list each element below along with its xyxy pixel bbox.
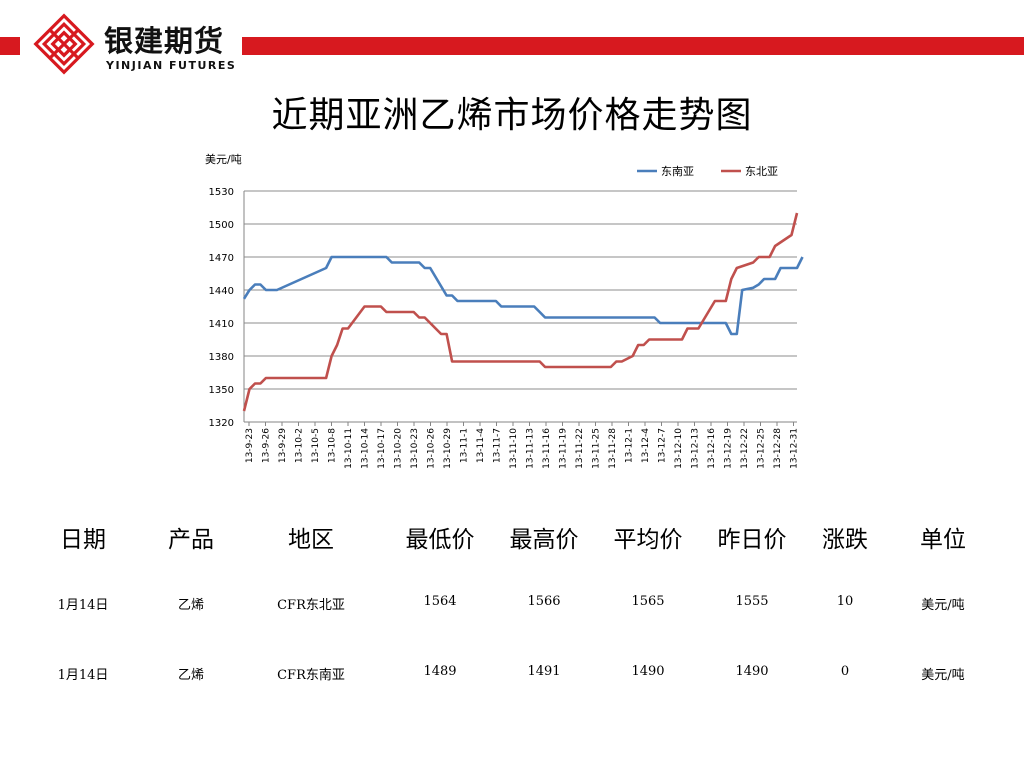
x-tick-label: 13-10-17 (377, 428, 387, 469)
y-tick-label: 1530 (209, 187, 234, 198)
table-cell: 1489 (423, 664, 457, 679)
y-tick-label: 1320 (209, 418, 234, 429)
x-tick-label: 13-11-25 (592, 428, 602, 469)
x-tick-label: 13-11-19 (559, 428, 569, 469)
x-tick-label: 13-9-23 (245, 428, 255, 463)
x-tick-label: 13-12-28 (773, 428, 783, 469)
header-red-band-left (0, 37, 20, 55)
table-cell: 1490 (735, 664, 769, 679)
y-tick-label: 1440 (209, 286, 234, 297)
column-header: 单位 (920, 527, 966, 553)
brand-name-cn: 银建期货 (104, 24, 225, 58)
x-tick-label: 13-12-22 (740, 428, 750, 469)
x-tick-label: 13-11-4 (476, 428, 486, 463)
legend-label: 东北亚 (745, 165, 778, 178)
y-tick-label: 1380 (209, 352, 234, 363)
column-header: 昨日价 (717, 527, 787, 553)
x-tick-label: 13-12-31 (790, 428, 800, 469)
table-cell: 1491 (527, 664, 561, 679)
table-cell: 美元/吨 (921, 668, 965, 683)
column-header: 地区 (288, 527, 334, 553)
x-tick-label: 13-12-19 (724, 428, 734, 469)
x-tick-label: 13-12-25 (757, 428, 767, 469)
y-tick-label: 1500 (209, 220, 234, 231)
brand-name-en: YINJIAN FUTURES (106, 59, 237, 72)
x-tick-label: 13-10-14 (361, 428, 371, 469)
x-tick-label: 13-10-29 (443, 428, 453, 469)
legend-label: 东南亚 (661, 165, 694, 178)
table-cell: 1565 (631, 594, 665, 609)
table-cell: 乙烯 (177, 668, 204, 683)
column-header: 平均价 (613, 527, 683, 553)
table-cell: CFR东南亚 (277, 668, 345, 683)
table-cell: 乙烯 (177, 598, 204, 613)
column-header: 日期 (60, 527, 106, 553)
price-line-chart: 美元/吨 1320 1350 1380 1410 1440 1470 1500 1530 13-9… (205, 153, 804, 469)
header-red-band-right (242, 37, 1024, 55)
x-tick-label: 13-11-16 (542, 428, 552, 469)
x-tick-label: 13-10-5 (311, 428, 321, 463)
y-tick-label: 1470 (209, 253, 234, 264)
table-cell: 美元/吨 (921, 598, 965, 613)
x-tick-label: 13-11-22 (575, 428, 585, 469)
x-tick-label: 13-12-7 (658, 428, 668, 463)
x-tick-label: 13-11-13 (526, 428, 536, 469)
table-cell: 1555 (735, 594, 769, 609)
table-cell: 1月14日 (57, 668, 109, 683)
table-cell: 1月14日 (57, 598, 109, 613)
table-row: 1月14日 乙烯 CFR东北亚 1564 1566 1565 1555 10 美元/吨 (0, 594, 1024, 618)
series-line-northeast-asia (242, 212, 799, 412)
x-tick-label: 13-12-1 (625, 428, 635, 463)
table-cell: 1564 (423, 594, 457, 609)
table-cell: 1566 (527, 594, 561, 609)
x-tick-label: 13-9-29 (278, 428, 288, 463)
x-tick-label: 13-11-1 (460, 428, 470, 463)
table-header-row: 日期 产品 地区 最低价 最高价 平均价 昨日价 涨跌 单位 (0, 520, 1024, 556)
x-tick-label: 13-12-10 (674, 428, 684, 469)
x-tick-label: 13-11-28 (608, 428, 618, 469)
x-tick-label: 13-12-4 (641, 428, 651, 463)
x-tick-label: 13-12-16 (707, 428, 717, 469)
x-tick-label: 13-11-10 (509, 428, 519, 469)
column-header: 产品 (168, 527, 214, 553)
table-cell: 10 (836, 594, 854, 609)
x-tick-label: 13-12-13 (691, 428, 701, 469)
y-tick-label: 1410 (209, 319, 234, 330)
x-tick-label: 13-11-7 (493, 428, 503, 463)
table-cell: 1490 (631, 664, 665, 679)
x-tick-label: 13-10-23 (410, 428, 420, 469)
x-tick-label: 13-10-20 (394, 428, 404, 469)
x-tick-label: 13-9-26 (262, 428, 272, 463)
series-line-southeast-asia (242, 255, 804, 336)
column-header: 最高价 (509, 527, 579, 553)
knot-logo-icon (33, 13, 95, 75)
page-title: 近期亚洲乙烯市场价格走势图 (271, 95, 753, 136)
x-tick-label: 13-10-11 (344, 428, 354, 469)
x-tick-label: 13-10-26 (427, 428, 437, 469)
y-axis-unit-label: 美元/吨 (205, 153, 242, 166)
column-header: 涨跌 (822, 527, 868, 553)
x-tick-label: 13-10-2 (295, 428, 305, 463)
y-tick-label: 1350 (209, 385, 234, 396)
brand-logo: 银建期货 YINJIAN FUTURES (26, 8, 236, 80)
table-cell: CFR东北亚 (277, 598, 345, 613)
x-tick-label: 13-10-8 (328, 428, 338, 463)
table-cell: 0 (840, 664, 850, 679)
table-row: 1月14日 乙烯 CFR东南亚 1489 1491 1490 1490 0 美元/吨 (0, 664, 1024, 688)
column-header: 最低价 (405, 527, 475, 553)
